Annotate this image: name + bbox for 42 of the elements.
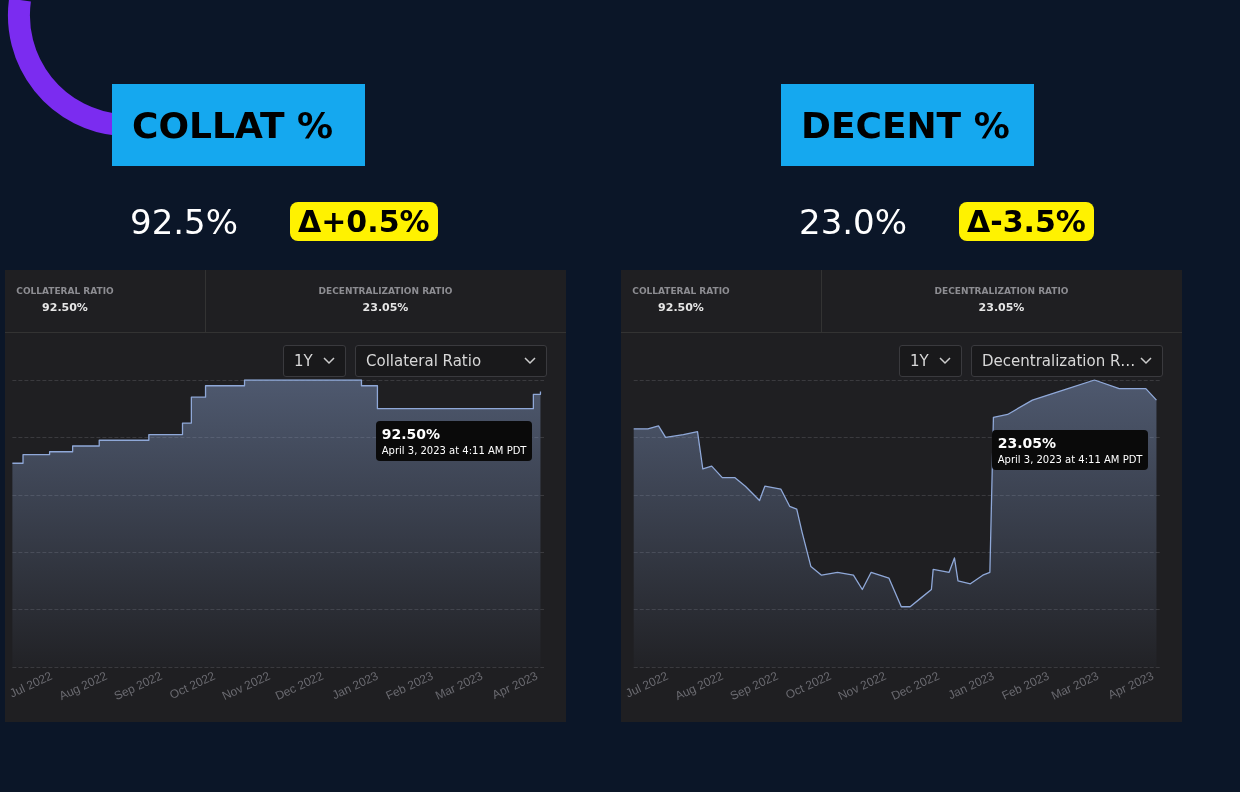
x-tick-label: Mar 2023: [1049, 668, 1102, 703]
text: 1Y: [294, 352, 313, 370]
x-tick-label: Oct 2022: [167, 668, 218, 702]
text: DECENTRALIZATION RATIO: [933, 286, 1070, 296]
x-tick-label: Dec 2022: [889, 668, 942, 704]
x-tick-label: Mar 2023: [433, 668, 486, 703]
x-tick-label: Jul 2022: [7, 668, 55, 701]
text: 92.50%: [657, 301, 705, 314]
text: Δ+0.5%: [290, 202, 438, 241]
text: 23.05%: [977, 301, 1026, 314]
x-tick-label: Sep 2022: [111, 668, 165, 704]
x-tick-label: Oct 2022: [783, 668, 834, 702]
x-tick-label: Dec 2022: [273, 668, 326, 704]
annotation: April 3, 2023 at 4:11 AM PDT: [997, 454, 1143, 466]
text: 23.05%: [361, 301, 410, 314]
x-tick-label: Sep 2022: [727, 668, 781, 704]
text: Decentralization R…: [982, 352, 1136, 370]
x-tick-label: Feb 2023: [999, 668, 1052, 703]
annotation: 23.05%: [997, 435, 1058, 452]
x-tick-label: Jan 2023: [329, 668, 381, 703]
text: Collateral Ratio: [366, 352, 482, 370]
x-tick-label: Nov 2022: [835, 668, 889, 704]
x-tick-label: Nov 2022: [219, 668, 273, 704]
x-tick-label: Aug 2022: [56, 668, 110, 704]
text: DECENTRALIZATION RATIO: [317, 286, 454, 296]
x-tick-label: Feb 2023: [383, 668, 436, 703]
x-tick-label: Jan 2023: [945, 668, 997, 703]
annotation: 92.50%: [381, 426, 442, 443]
text: Δ-3.5%: [959, 202, 1094, 241]
chart-title: COLLAT %: [112, 84, 365, 166]
text: COLLATERAL RATIO: [15, 286, 115, 296]
text: 92.5%: [130, 202, 239, 242]
chart-title: DECENT %: [781, 84, 1034, 166]
text: 1Y: [910, 352, 929, 370]
x-tick-label: Apr 2023: [489, 668, 541, 702]
annotation: April 3, 2023 at 4:11 AM PDT: [381, 445, 527, 457]
x-tick-label: Jul 2022: [623, 668, 671, 701]
text: 23.0%: [799, 202, 908, 242]
text: 92.50%: [41, 301, 89, 314]
x-tick-label: Aug 2022: [672, 668, 726, 704]
x-tick-label: Apr 2023: [1105, 668, 1157, 702]
text: COLLATERAL RATIO: [631, 286, 731, 296]
